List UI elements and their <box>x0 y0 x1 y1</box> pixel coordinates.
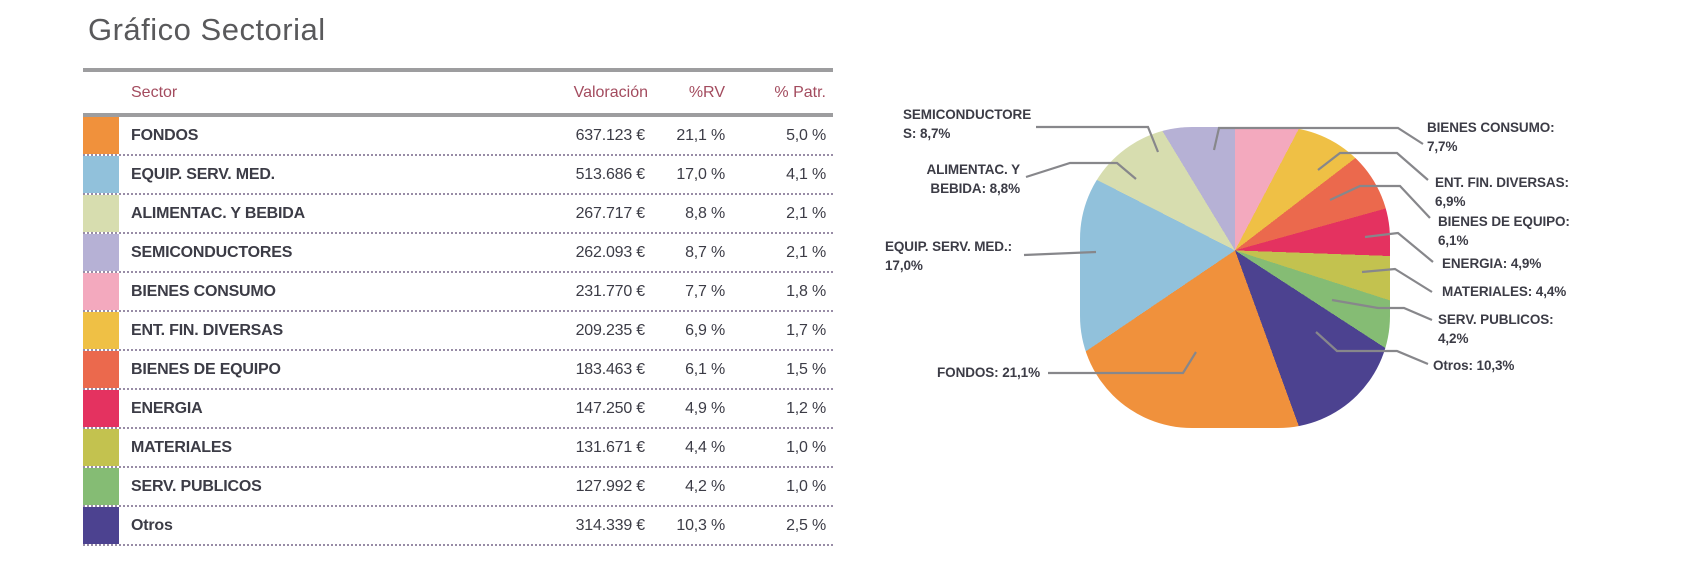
sector-color-swatch <box>83 117 119 154</box>
rv-value: 21,1 % <box>676 126 725 144</box>
pie-label-otros: Otros: 10,3% <box>1433 358 1515 373</box>
patr-value: 2,5 % <box>786 516 826 534</box>
page-title: Gráfico Sectorial <box>88 12 326 47</box>
pie-label-bienes-de-equipo: BIENES DE EQUIPO: 6,1% <box>1438 214 1570 248</box>
valoracion-value: 131.671 € <box>575 438 646 456</box>
sector-name: ENT. FIN. DIVERSAS <box>131 321 283 339</box>
rv-value: 8,7 % <box>685 243 725 261</box>
sector-color-swatch <box>83 429 119 466</box>
sector-name: BIENES CONSUMO <box>131 282 276 300</box>
sector-table: Sector Valoración %RV % Patr. FONDOS 637… <box>83 68 833 546</box>
column-header-patr: % Patr. <box>774 83 826 101</box>
rv-value: 10,3 % <box>676 516 725 534</box>
sector-color-swatch <box>83 507 119 544</box>
rv-value: 6,9 % <box>685 321 725 339</box>
rv-value: 6,1 % <box>685 360 725 378</box>
patr-value: 5,0 % <box>786 126 826 144</box>
table-row: Otros 314.339 € 10,3 % 2,5 % <box>83 507 833 546</box>
patr-value: 1,8 % <box>786 282 826 300</box>
patr-value: 2,1 % <box>786 243 826 261</box>
patr-value: 1,0 % <box>786 477 826 495</box>
sector-name: ENERGIA <box>131 399 203 417</box>
valoracion-value: 183.463 € <box>575 360 646 378</box>
column-header-valoracion: Valoración <box>573 83 648 101</box>
sector-name: SERV. PUBLICOS <box>131 477 262 495</box>
rv-value: 4,9 % <box>685 399 725 417</box>
sector-color-swatch <box>83 234 119 271</box>
sector-name: FONDOS <box>131 126 199 144</box>
patr-value: 1,7 % <box>786 321 826 339</box>
rv-value: 4,4 % <box>685 438 725 456</box>
patr-value: 1,0 % <box>786 438 826 456</box>
patr-value: 4,1 % <box>786 165 826 183</box>
table-row: FONDOS 637.123 € 21,1 % 5,0 % <box>83 117 833 156</box>
pie-label-fondos: FONDOS: 21,1% <box>937 365 1040 380</box>
sector-name: Otros <box>131 516 173 534</box>
column-header-sector: Sector <box>131 83 178 101</box>
sector-name: MATERIALES <box>131 438 232 456</box>
table-row: BIENES DE EQUIPO 183.463 € 6,1 % 1,5 % <box>83 351 833 390</box>
pie-chart <box>1080 127 1390 428</box>
table-row: MATERIALES 131.671 € 4,4 % 1,0 % <box>83 429 833 468</box>
table-row: SERV. PUBLICOS 127.992 € 4,2 % 1,0 % <box>83 468 833 507</box>
patr-value: 1,2 % <box>786 399 826 417</box>
valoracion-value: 231.770 € <box>575 282 646 300</box>
sector-color-swatch <box>83 390 119 427</box>
valoracion-value: 267.717 € <box>575 204 646 222</box>
valoracion-value: 209.235 € <box>575 321 646 339</box>
sector-color-swatch <box>83 156 119 193</box>
valoracion-value: 262.093 € <box>575 243 646 261</box>
rv-value: 17,0 % <box>676 165 725 183</box>
sector-color-swatch <box>83 273 119 310</box>
rv-value: 7,7 % <box>685 282 725 300</box>
pie-label-serv-publicos: SERV. PUBLICOS: 4,2% <box>1438 312 1554 346</box>
valoracion-value: 314.339 € <box>575 516 646 534</box>
sector-color-swatch <box>83 468 119 505</box>
sector-name: ALIMENTAC. Y BEBIDA <box>131 204 305 222</box>
rv-value: 8,8 % <box>685 204 725 222</box>
table-row: ALIMENTAC. Y BEBIDA 267.717 € 8,8 % 2,1 … <box>83 195 833 234</box>
table-header-rule <box>83 113 833 117</box>
pie-label-energia: ENERGIA: 4,9% <box>1442 256 1542 271</box>
pie-label-alimentac-y-bebida: ALIMENTAC. Y BEBIDA: 8,8% <box>926 162 1020 196</box>
sector-name: BIENES DE EQUIPO <box>131 360 281 378</box>
sector-color-swatch <box>83 351 119 388</box>
pie-label-materiales: MATERIALES: 4,4% <box>1442 284 1567 299</box>
table-row: SEMICONDUCTORES 262.093 € 8,7 % 2,1 % <box>83 234 833 273</box>
pie-label-semiconductores: SEMICONDUCTORE S: 8,7% <box>903 107 1032 141</box>
sector-color-swatch <box>83 312 119 349</box>
patr-value: 2,1 % <box>786 204 826 222</box>
table-row: EQUIP. SERV. MED. 513.686 € 17,0 % 4,1 % <box>83 156 833 195</box>
table-header-row: Sector Valoración %RV % Patr. <box>83 72 833 113</box>
sector-name: SEMICONDUCTORES <box>131 243 293 261</box>
patr-value: 1,5 % <box>786 360 826 378</box>
valoracion-value: 637.123 € <box>575 126 646 144</box>
table-row: ENT. FIN. DIVERSAS 209.235 € 6,9 % 1,7 % <box>83 312 833 351</box>
valoracion-value: 127.992 € <box>575 477 646 495</box>
pie-label-bienes-consumo: BIENES CONSUMO: 7,7% <box>1427 120 1555 154</box>
valoracion-value: 513.686 € <box>575 165 646 183</box>
table-top-rule <box>83 68 833 72</box>
column-header-rv: %RV <box>688 83 725 101</box>
table-row: ENERGIA 147.250 € 4,9 % 1,2 % <box>83 390 833 429</box>
table-row: BIENES CONSUMO 231.770 € 7,7 % 1,8 % <box>83 273 833 312</box>
valoracion-value: 147.250 € <box>575 399 646 417</box>
sector-color-swatch <box>83 195 119 232</box>
rv-value: 4,2 % <box>685 477 725 495</box>
pie-label-ent-fin-diversas: ENT. FIN. DIVERSAS: 6,9% <box>1435 175 1569 209</box>
sector-name: EQUIP. SERV. MED. <box>131 165 275 183</box>
pie-label-equip-serv-med: EQUIP. SERV. MED.: 17,0% <box>885 239 1012 273</box>
